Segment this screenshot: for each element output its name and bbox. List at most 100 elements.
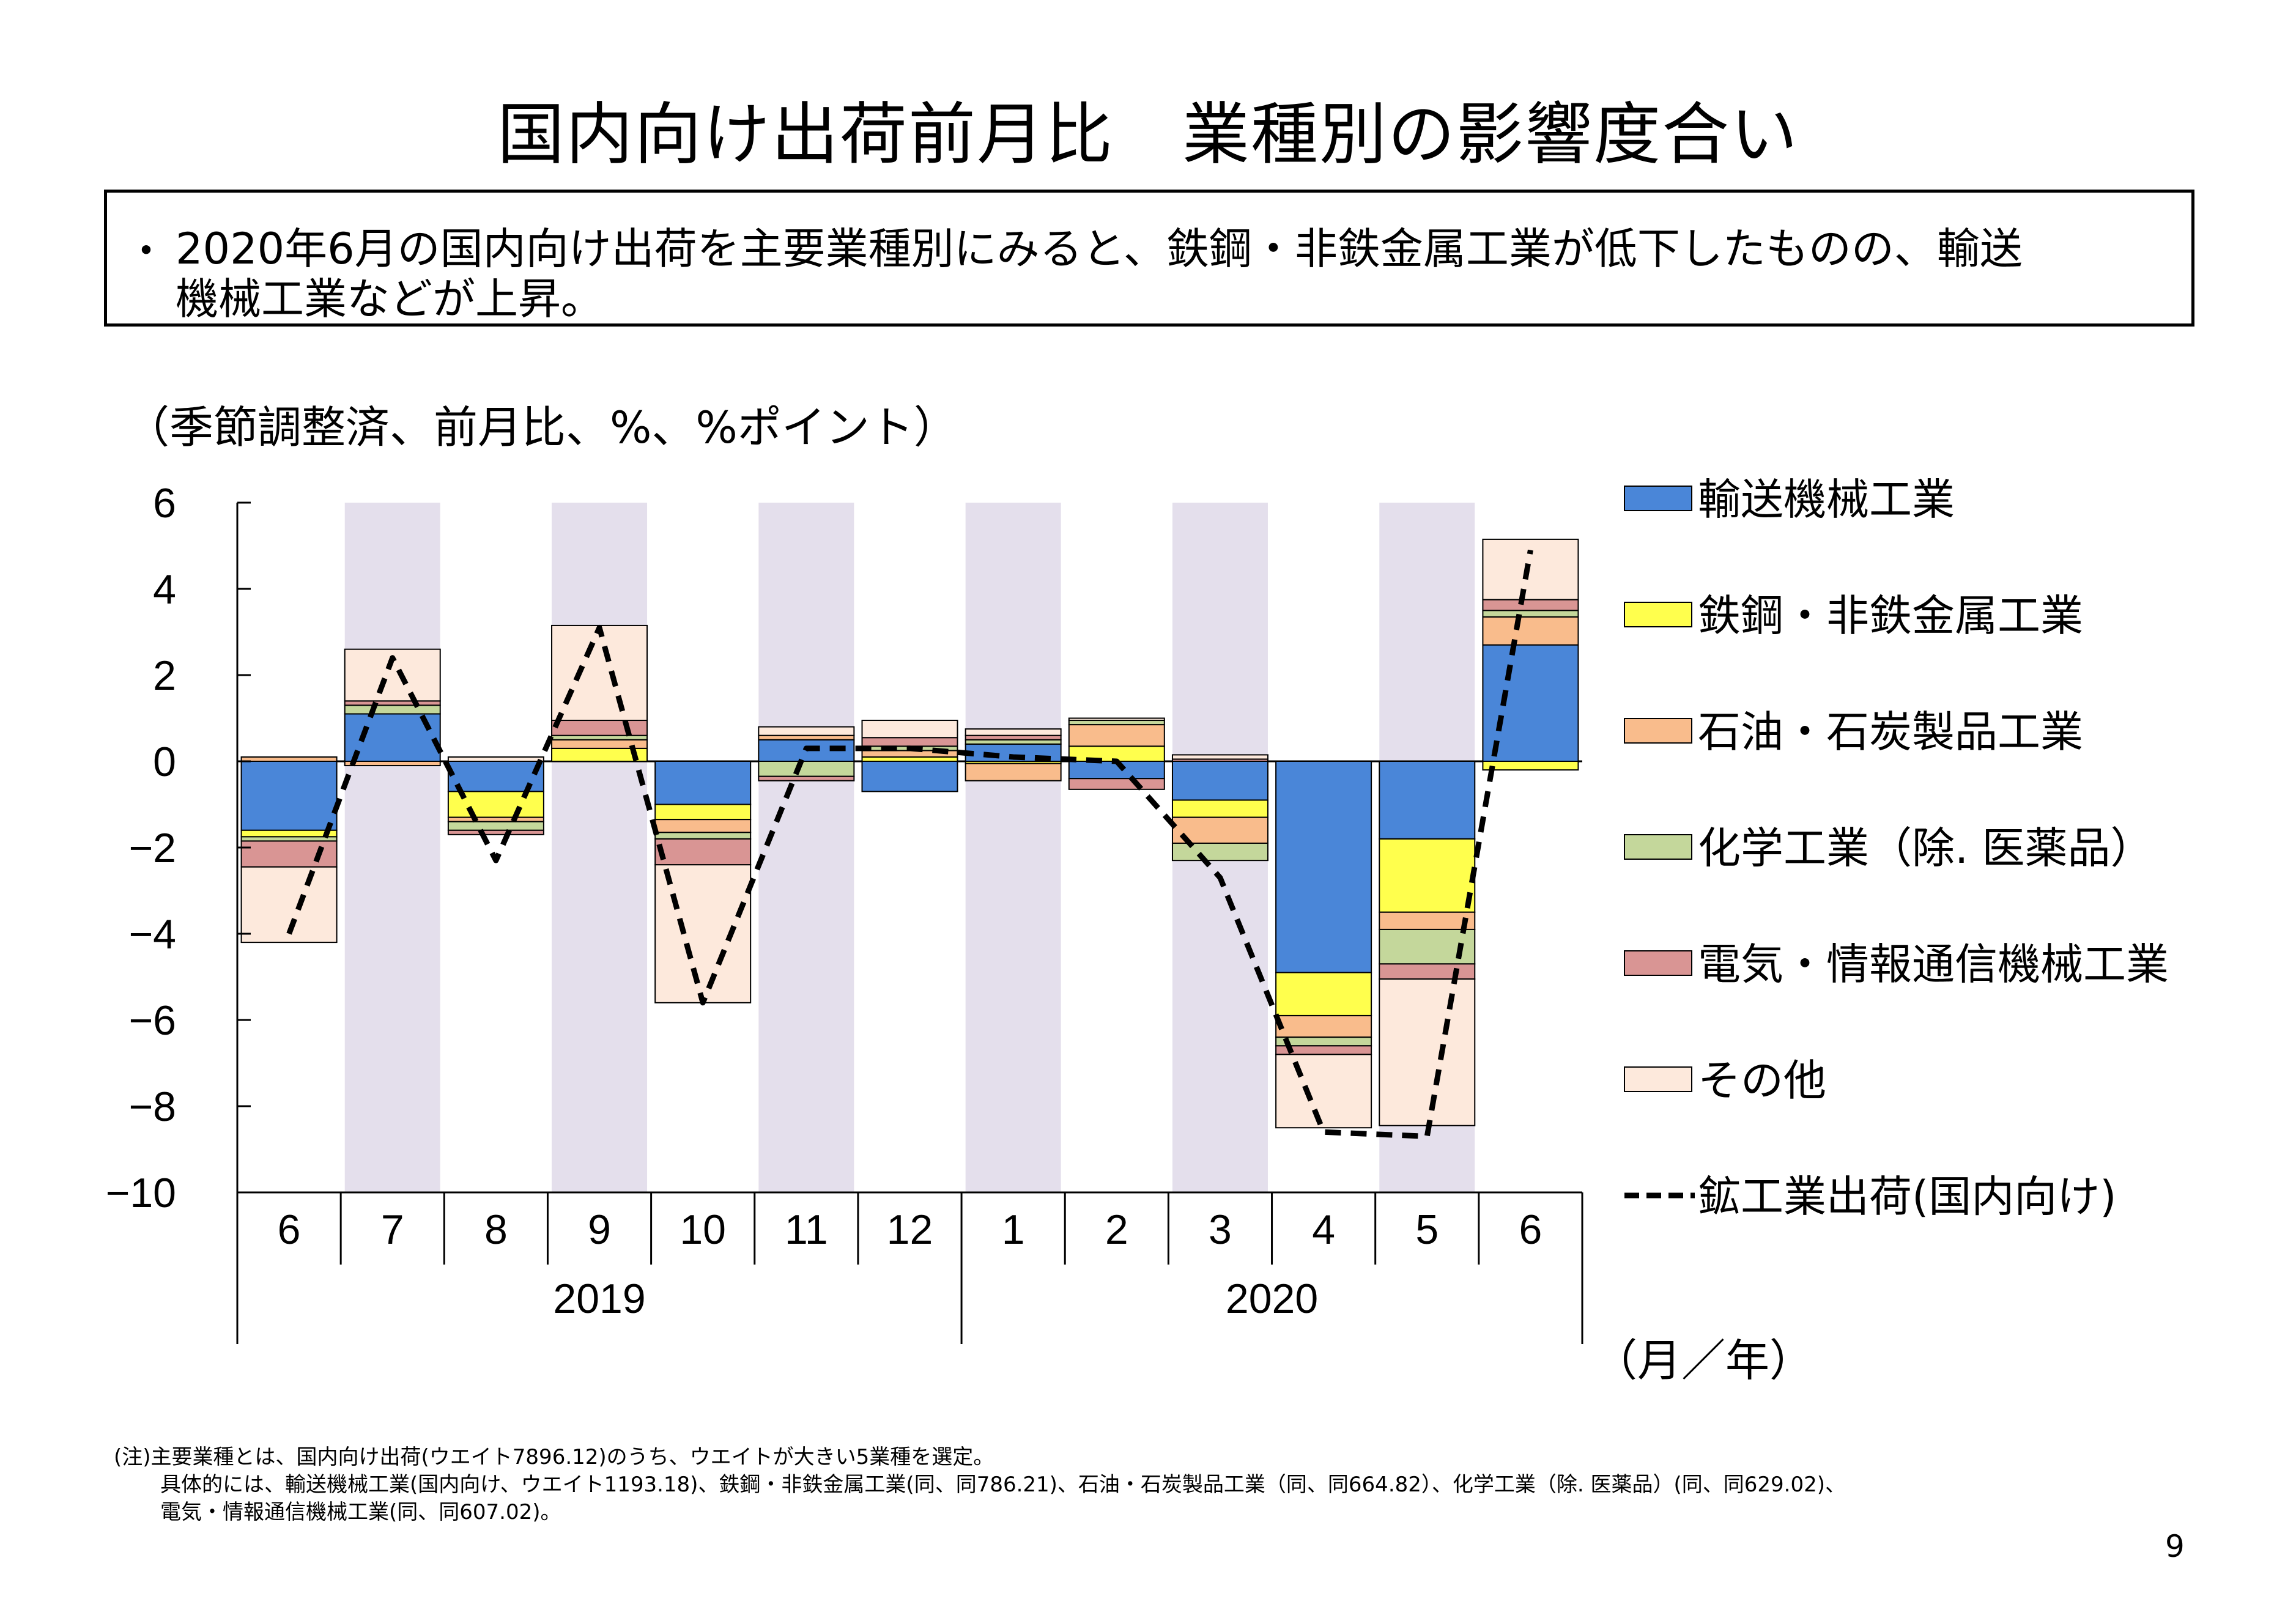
x-tick-label-9: 3 (1209, 1206, 1232, 1253)
page-number: 9 (2165, 1529, 2185, 1564)
x-tick-label-4: 10 (680, 1206, 726, 1253)
bar-steel-10 (1275, 972, 1372, 1016)
bar-steel-9 (1171, 799, 1268, 818)
y-tick-label-6: −6 (128, 997, 176, 1044)
y-tick-label-2: 2 (153, 652, 176, 699)
bar-elec-5 (758, 775, 855, 781)
y-tick-label-7: −8 (128, 1084, 176, 1130)
bar-steel-12 (1482, 761, 1579, 771)
legend-label-chem: 化学工業（除. 医薬品） (1698, 823, 2153, 873)
bar-petro-10 (1275, 1014, 1372, 1038)
bar-elec-7 (965, 734, 1062, 741)
legend-swatch-chem (1624, 834, 1692, 860)
legend-swatch-elec (1624, 950, 1692, 976)
legend-label-line: 鉱工業出荷(国内向け) (1698, 1172, 2117, 1222)
bar-chem-7 (965, 739, 1062, 745)
x-tick-label-6: 12 (887, 1206, 933, 1253)
bar-elec-8 (1068, 778, 1165, 790)
bar-petro-12 (1482, 616, 1579, 646)
bar-chem-0 (240, 836, 338, 842)
bar-petro-0 (240, 756, 338, 762)
bar-chem-9 (1171, 842, 1268, 862)
bar-petro-2 (447, 816, 544, 822)
bar-petro-4 (654, 819, 752, 833)
bar-other-10 (1275, 1054, 1372, 1129)
bar-transport-10 (1275, 761, 1372, 973)
line-series-shipments (286, 549, 1533, 1139)
bar-elec-3 (551, 720, 648, 736)
bar-chem-5 (758, 761, 855, 777)
y-tick-label-1: 4 (153, 566, 176, 613)
bar-chem-2 (447, 821, 544, 831)
bar-transport-9 (1171, 761, 1268, 801)
bar-petro-8 (1068, 724, 1165, 747)
bar-other-12 (1482, 538, 1579, 600)
bar-chem-8 (1068, 720, 1165, 726)
bar-elec-1 (344, 700, 441, 706)
bar-chem-4 (654, 832, 752, 840)
bar-other-3 (551, 624, 648, 722)
y-tick-label-0: 6 (153, 480, 176, 526)
summary-bullet: ・ (125, 227, 168, 276)
x-tick-label-1: 7 (381, 1206, 404, 1253)
year-label-2020: 2020 (1226, 1276, 1318, 1322)
bar-chem-1 (344, 704, 441, 715)
x-tick-label-2: 8 (484, 1206, 508, 1253)
legend-swatch-transport (1624, 486, 1692, 511)
footnote-line-2: 具体的には、輸送機械工業(国内向け、ウエイト1193.18)、鉄鋼・非鉄金属工業… (160, 1472, 1846, 1497)
bar-steel-11 (1379, 838, 1476, 913)
bar-petro-5 (758, 734, 855, 741)
bar-steel-0 (240, 829, 338, 838)
y-tick-label-8: −10 (106, 1170, 176, 1216)
x-tick-label-0: 6 (278, 1206, 301, 1253)
page-title: 国内向け出荷前月比 業種別の影響度合い (497, 95, 1799, 174)
legend-swatch-steel (1624, 602, 1692, 627)
x-tick-label-8: 2 (1105, 1206, 1128, 1253)
bar-petro-11 (1379, 911, 1476, 930)
bar-petro-9 (1171, 816, 1268, 844)
x-tick-label-5: 11 (785, 1206, 828, 1253)
bar-transport-4 (654, 761, 752, 805)
legend-label-other: その他 (1698, 1055, 1826, 1106)
bar-other-7 (965, 728, 1062, 736)
bar-other-6 (861, 720, 958, 739)
x-tick-label-11: 5 (1415, 1206, 1439, 1253)
shade-band-7 (965, 503, 1061, 1192)
x-axis-unit-label: （月／年） (1593, 1335, 1813, 1386)
bar-elec-6 (861, 737, 958, 747)
bar-steel-6 (861, 756, 958, 762)
legend-label-steel: 鉄鋼・非鉄金属工業 (1698, 591, 2083, 641)
bar-transport-6 (861, 761, 958, 792)
x-tick-label-10: 4 (1312, 1206, 1335, 1253)
shade-band-5 (758, 503, 854, 1192)
bar-transport-11 (1379, 761, 1476, 840)
summary-text-line-1: 2020年6月の国内向け出荷を主要業種別にみると、鉄鋼・非鉄金属工業が低下したも… (176, 224, 2023, 274)
bar-other-4 (654, 864, 752, 1003)
footnote-line-3: 電気・情報通信機械工業(同、同607.02)。 (160, 1500, 561, 1524)
bar-transport-0 (240, 761, 338, 831)
bar-petro-7 (965, 763, 1062, 781)
bar-elec-12 (1482, 599, 1579, 611)
shade-band-1 (344, 503, 440, 1192)
y-tick-label-4: −2 (128, 825, 176, 871)
legend-label-elec: 電気・情報通信機械工業 (1698, 939, 2169, 989)
footnote-line-1: (注)主要業種とは、国内向け出荷(ウエイト7896.12)のうち、ウエイトが大き… (114, 1445, 994, 1469)
shade-band-3 (552, 503, 648, 1192)
legend-swatch-other (1624, 1066, 1692, 1092)
legend-swatch-petro (1624, 718, 1692, 744)
legend-label-petro: 石油・石炭製品工業 (1698, 707, 2083, 757)
y-tick-label-5: −4 (128, 911, 176, 958)
bar-elec-4 (654, 838, 752, 866)
bar-other-11 (1379, 978, 1476, 1126)
y-tick-label-3: 0 (153, 739, 176, 785)
bar-steel-4 (654, 803, 752, 821)
bar-other-9 (1171, 754, 1268, 760)
x-tick-label-12: 6 (1519, 1206, 1542, 1253)
bar-other-8 (1068, 717, 1165, 722)
x-tick-label-3: 9 (588, 1206, 611, 1253)
bar-elec-2 (447, 829, 544, 835)
bar-other-2 (447, 756, 544, 762)
chart-unit-label: （季節調整済、前月比、%、%ポイント） (125, 402, 958, 453)
bar-elec-11 (1379, 963, 1476, 980)
